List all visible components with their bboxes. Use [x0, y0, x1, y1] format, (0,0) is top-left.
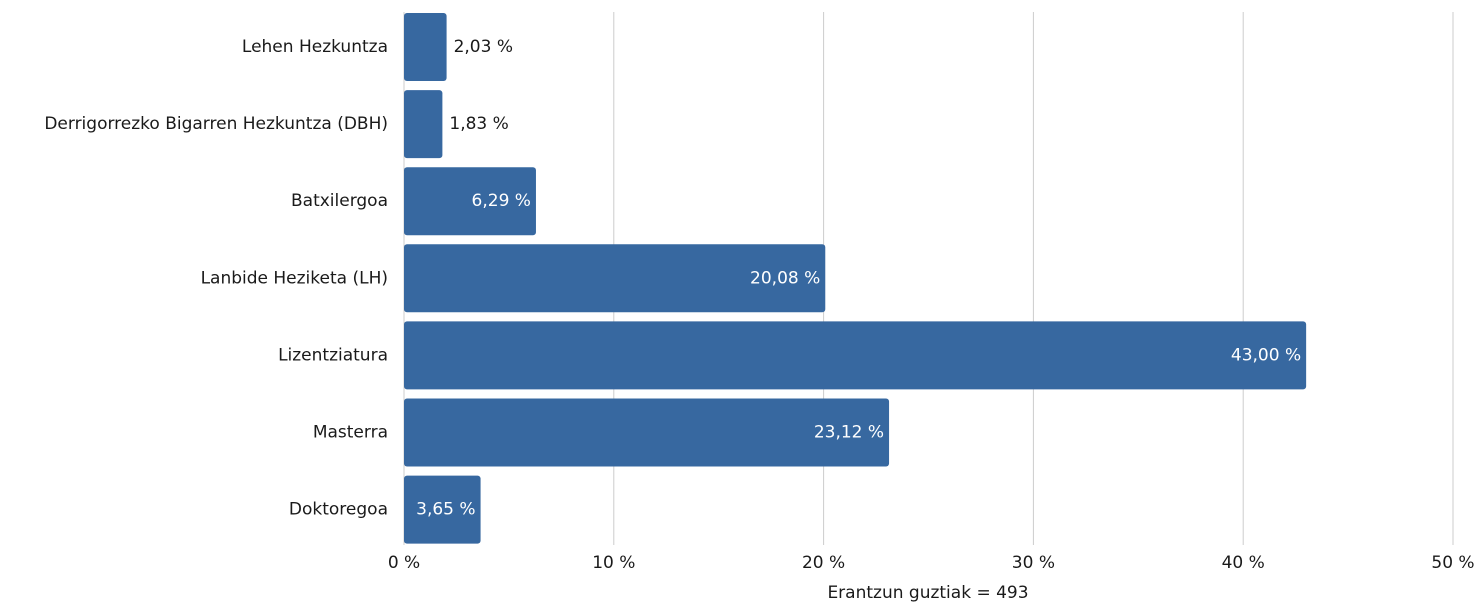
category-label: Batxilergoa	[291, 191, 388, 211]
x-tick-label: 20 %	[802, 553, 845, 573]
bar	[404, 13, 447, 81]
x-tick-label: 50 %	[1431, 553, 1474, 573]
bars	[404, 13, 1307, 544]
value-label: 6,29 %	[472, 191, 531, 211]
category-label: Lizentziatura	[278, 345, 388, 365]
bar	[404, 398, 890, 467]
bar	[404, 90, 443, 159]
value-label: 1,83 %	[449, 114, 508, 134]
x-tick-label: 10 %	[592, 553, 635, 573]
value-label: 20,08 %	[750, 268, 820, 288]
bar	[404, 244, 826, 313]
value-label: 23,12 %	[814, 423, 884, 443]
x-tick-labels: 0 % 10 % 20 % 30 % 40 % 50 %	[388, 553, 1475, 573]
category-labels: Lehen Hezkuntza Derrigorrezko Bigarren He…	[44, 37, 388, 520]
bar	[404, 321, 1307, 390]
x-tick-label: 0 %	[388, 553, 420, 573]
category-label: Derrigorrezko Bigarren Hezkuntza (DBH)	[44, 114, 388, 134]
x-tick-label: 30 %	[1012, 553, 1055, 573]
bar	[404, 475, 481, 544]
x-tick-label: 40 %	[1222, 553, 1265, 573]
x-axis-label: Erantzun guztiak = 493	[827, 583, 1028, 603]
category-label: Masterra	[313, 423, 388, 443]
category-label: Lehen Hezkuntza	[242, 37, 388, 57]
category-label: Lanbide Heziketa (LH)	[201, 268, 388, 288]
value-label: 43,00 %	[1231, 345, 1301, 365]
value-labels: 2,03 % 1,83 % 6,29 % 20,08 % 43,00 % 23,12 % 3…	[416, 37, 1301, 520]
value-label: 2,03 %	[454, 37, 513, 57]
category-label: Doktoregoa	[289, 500, 388, 520]
bar	[404, 167, 536, 236]
value-label: 3,65 %	[416, 500, 475, 520]
